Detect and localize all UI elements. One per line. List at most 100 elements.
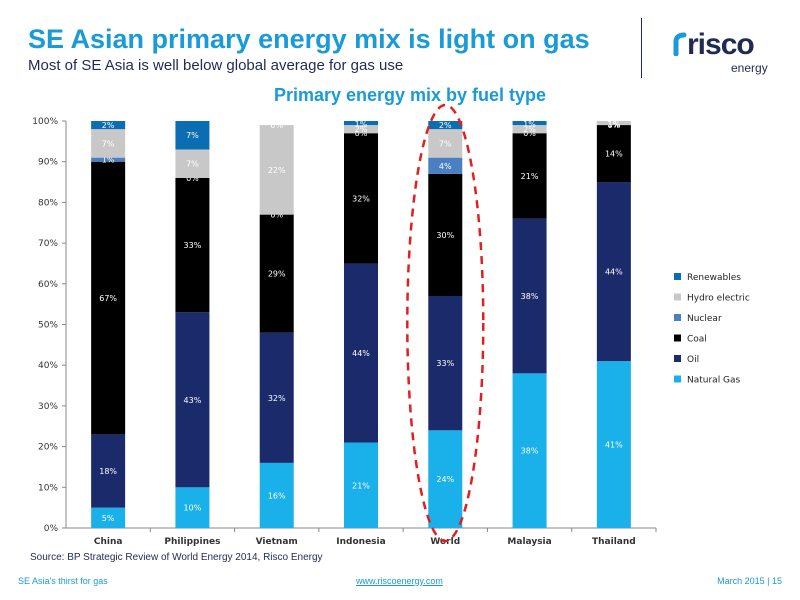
y-tick-label: 50% [38, 321, 58, 331]
data-label: 21% [352, 481, 370, 490]
y-tick-label: 100% [32, 117, 58, 127]
x-tick-label: Vietnam [256, 537, 298, 547]
bar-segment [259, 214, 294, 333]
bar-segment [596, 125, 631, 183]
data-label: 1% [102, 156, 115, 165]
page-title: SE Asian primary energy mix is light on … [28, 24, 590, 54]
data-label: 29% [268, 270, 286, 279]
data-label: 32% [268, 394, 286, 403]
data-label: 2% [102, 121, 115, 130]
bar-segment [175, 121, 210, 150]
bar-segment [428, 173, 463, 297]
data-label: 4% [439, 162, 452, 171]
bar-segment [344, 133, 378, 264]
bar-segment [344, 442, 378, 528]
legend-swatch [674, 273, 681, 280]
bar-segment [344, 125, 378, 134]
bar-segment [428, 430, 463, 528]
data-label: 2% [355, 125, 368, 134]
bar-segment [91, 121, 126, 130]
y-tick-label: 60% [38, 280, 58, 290]
data-label: 18% [99, 467, 117, 476]
logo-word: risco [687, 28, 755, 61]
bar-segment [512, 125, 547, 134]
bar-segment [175, 177, 210, 313]
website-link[interactable]: www.riscoenergy.com [356, 576, 443, 586]
y-tick-label: 30% [38, 402, 58, 412]
bar-segment [512, 218, 547, 374]
y-tick-label: 40% [38, 361, 58, 371]
bar-segment [344, 263, 378, 443]
data-label: 41% [605, 441, 623, 450]
bar-segment [175, 149, 210, 178]
data-label: 7% [439, 139, 452, 148]
footer-page-info: March 2015 | 15 [717, 576, 782, 586]
bar-segment [596, 361, 631, 528]
legend-swatch [674, 355, 681, 362]
data-label: 7% [102, 139, 115, 148]
data-label: 0% [355, 129, 368, 138]
bar-segment [428, 296, 463, 431]
bar-segment [259, 125, 294, 215]
bar-segment [91, 161, 126, 435]
logo-divider [641, 18, 642, 78]
data-label: 0% [270, 121, 283, 130]
bar-segment [259, 462, 294, 528]
y-tick-label: 10% [38, 483, 58, 493]
data-label: 10% [184, 504, 202, 513]
legend-swatch [674, 293, 681, 301]
stacked-bar-chart: 0% 10% 20% 30% 40% 50% 60% 70% 80% 90% 100% China 5%… [32, 103, 750, 547]
data-label: 14% [605, 150, 623, 159]
data-label: 2% [439, 121, 452, 130]
y-tick-label: 20% [38, 443, 58, 453]
data-label: 1% [355, 120, 368, 129]
data-label: 0% [608, 121, 621, 130]
data-label: 1% [608, 120, 621, 129]
legend-swatch [674, 334, 681, 342]
data-label: 30% [436, 231, 454, 240]
bar-segment [512, 133, 547, 219]
x-tick-label: Thailand [592, 537, 636, 547]
data-label: 16% [268, 491, 286, 500]
logo-subword: energy [731, 61, 768, 75]
bar-segment [175, 487, 210, 528]
bar-segment [512, 121, 547, 126]
page-subtitle: Most of SE Asia is well below global ave… [28, 57, 404, 74]
x-tick-label: China [94, 537, 123, 547]
chart-title: Primary energy mix by fuel type [273, 85, 547, 105]
data-label: 21% [521, 172, 539, 181]
bar-segment [259, 332, 294, 463]
legend-swatch [674, 314, 681, 321]
bar-segment [91, 157, 126, 162]
data-label: 7% [186, 160, 199, 169]
bar-segment [344, 121, 378, 126]
data-label: 44% [352, 349, 370, 358]
data-label: 43% [184, 396, 202, 405]
highlight-ellipse [406, 103, 485, 543]
bar-segment [428, 121, 463, 130]
data-label: 67% [99, 294, 117, 303]
data-label: 24% [436, 475, 454, 484]
footer-left: SE Asia's thirst for gas [18, 576, 108, 586]
data-label: 0% [270, 211, 283, 220]
legend-label: Natural Gas [687, 376, 741, 386]
data-label: 1% [523, 120, 536, 129]
bar-segment [175, 312, 210, 488]
bar-segment [596, 182, 631, 362]
data-label: 33% [184, 241, 202, 250]
data-label: 38% [521, 447, 539, 456]
data-label: 32% [352, 194, 370, 203]
bar-segment [91, 129, 126, 158]
y-tick-label: 90% [38, 158, 58, 168]
bar-segment [428, 129, 463, 158]
legend-label: Renewables [687, 273, 741, 283]
legend-label: Hydro electric [687, 294, 750, 304]
y-tick-label: 0% [44, 524, 59, 534]
y-tick-label: 80% [38, 198, 58, 208]
legend-label: Nuclear [687, 314, 722, 324]
bar-segment [428, 157, 463, 174]
data-label: 44% [605, 268, 623, 277]
y-tick-label: 70% [38, 239, 58, 249]
bar-segment [596, 121, 631, 126]
data-label: 5% [102, 514, 115, 523]
